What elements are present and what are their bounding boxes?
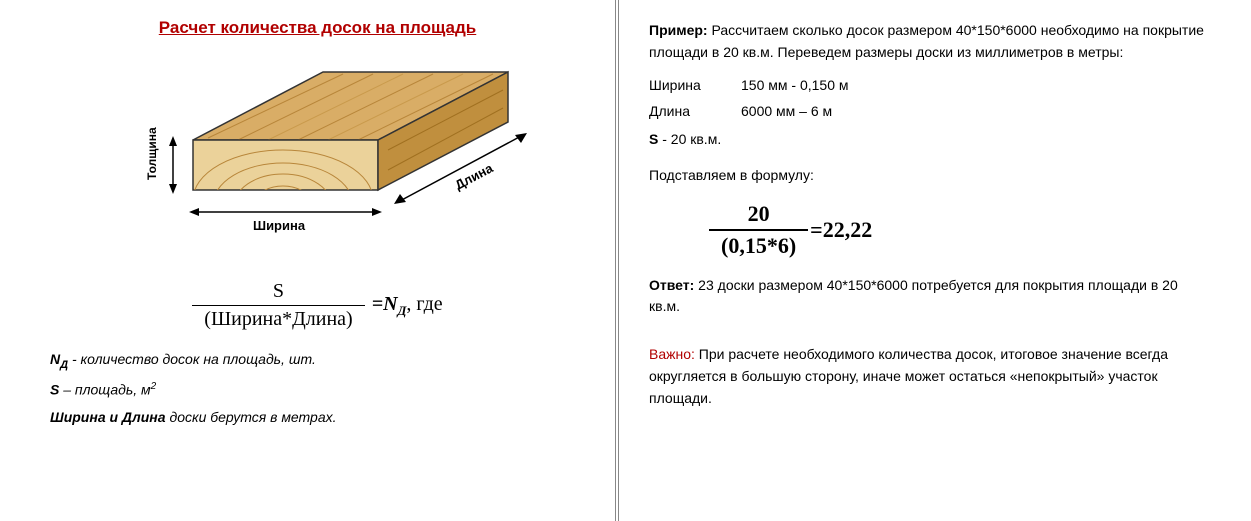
length-conversion: Длина 6000 мм – 6 м: [649, 103, 1211, 119]
example-paragraph: Пример: Рассчитаем сколько досок размеро…: [649, 20, 1211, 63]
important-paragraph: Важно: При расчете необходимого количест…: [649, 344, 1211, 409]
substitute-text: Подставляем в формулу:: [649, 165, 1211, 187]
legend-nd: NД - количество досок на площадь, шт.: [50, 349, 585, 373]
legend-s: S – площадь, м2: [50, 379, 585, 401]
page-title: Расчет количества досок на площадь: [50, 18, 585, 38]
length-label: Длина: [452, 160, 496, 193]
formula-denominator: (Ширина*Длина): [192, 305, 364, 331]
example-formula: 20 (0,15*6) =22,22: [709, 201, 1211, 259]
legend-wl: Ширина и Длина доски берутся в метрах.: [50, 407, 585, 428]
width-label: Ширина: [253, 218, 306, 233]
main-formula: S (Ширина*Длина) =NД, где: [50, 280, 585, 331]
width-conversion: Ширина 150 мм - 0,150 м: [649, 77, 1211, 93]
answer-paragraph: Ответ: 23 доски размером 40*150*6000 пот…: [649, 275, 1211, 318]
right-panel: Пример: Рассчитаем сколько досок размеро…: [615, 0, 1251, 521]
s-value: S - 20 кв.м.: [649, 129, 1211, 151]
formula-equals: =NД: [372, 293, 407, 315]
formula-suffix: , где: [406, 293, 442, 315]
plank-diagram: Толщина Ширина Длина: [98, 50, 538, 260]
thickness-label: Толщина: [145, 127, 159, 180]
formula-numerator: S: [192, 280, 364, 305]
left-panel: Расчет количества досок на площадь: [0, 0, 615, 521]
